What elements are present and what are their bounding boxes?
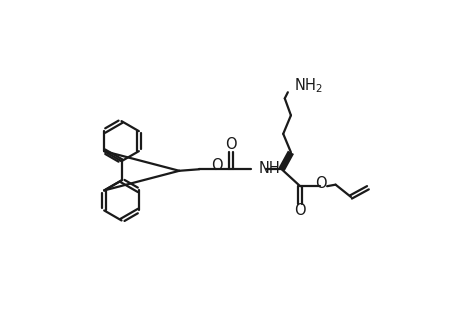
Text: NH$_2$: NH$_2$ [294,77,323,95]
Text: O: O [211,158,223,173]
Text: O: O [225,137,237,152]
Text: O: O [294,203,306,218]
Text: NH: NH [258,161,280,176]
Text: O: O [315,175,327,191]
